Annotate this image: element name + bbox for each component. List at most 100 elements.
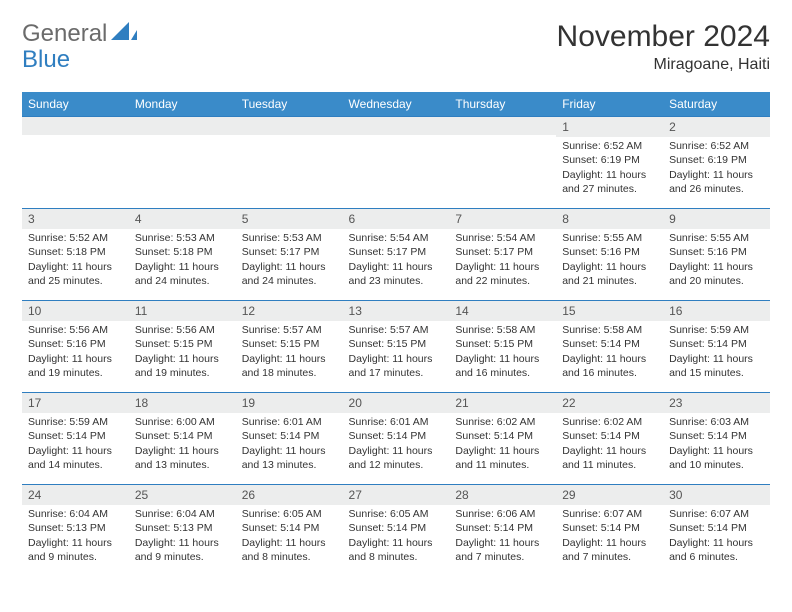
daylight-text: Daylight: 11 hours and 9 minutes. xyxy=(28,536,123,564)
daylight-text: Daylight: 11 hours and 16 minutes. xyxy=(455,352,550,380)
day-number xyxy=(22,117,129,135)
day-number: 2 xyxy=(663,117,770,137)
calendar-cell: 11Sunrise: 5:56 AMSunset: 5:15 PMDayligh… xyxy=(129,301,236,393)
daylight-text: Daylight: 11 hours and 19 minutes. xyxy=(28,352,123,380)
calendar-cell: 1Sunrise: 6:52 AMSunset: 6:19 PMDaylight… xyxy=(556,117,663,209)
sunrise-text: Sunrise: 5:55 AM xyxy=(562,231,657,245)
day-details: Sunrise: 6:04 AMSunset: 5:13 PMDaylight:… xyxy=(129,505,236,568)
daylight-text: Daylight: 11 hours and 11 minutes. xyxy=(562,444,657,472)
calendar-cell: 19Sunrise: 6:01 AMSunset: 5:14 PMDayligh… xyxy=(236,393,343,485)
calendar-cell: 23Sunrise: 6:03 AMSunset: 5:14 PMDayligh… xyxy=(663,393,770,485)
sunset-text: Sunset: 6:19 PM xyxy=(562,153,657,167)
sunset-text: Sunset: 5:17 PM xyxy=(455,245,550,259)
sunrise-text: Sunrise: 5:58 AM xyxy=(455,323,550,337)
sunrise-text: Sunrise: 5:53 AM xyxy=(135,231,230,245)
sunset-text: Sunset: 5:16 PM xyxy=(669,245,764,259)
day-header: Wednesday xyxy=(343,92,450,117)
sunset-text: Sunset: 5:17 PM xyxy=(242,245,337,259)
day-details: Sunrise: 5:58 AMSunset: 5:14 PMDaylight:… xyxy=(556,321,663,384)
calendar-cell xyxy=(343,117,450,209)
sunset-text: Sunset: 5:14 PM xyxy=(242,429,337,443)
logo-sail-icon xyxy=(111,22,137,47)
daylight-text: Daylight: 11 hours and 10 minutes. xyxy=(669,444,764,472)
sunrise-text: Sunrise: 5:54 AM xyxy=(349,231,444,245)
calendar-cell: 25Sunrise: 6:04 AMSunset: 5:13 PMDayligh… xyxy=(129,485,236,577)
sunrise-text: Sunrise: 5:52 AM xyxy=(28,231,123,245)
day-number: 8 xyxy=(556,209,663,229)
day-details: Sunrise: 6:02 AMSunset: 5:14 PMDaylight:… xyxy=(556,413,663,476)
sunset-text: Sunset: 5:15 PM xyxy=(455,337,550,351)
calendar-cell: 2Sunrise: 6:52 AMSunset: 6:19 PMDaylight… xyxy=(663,117,770,209)
calendar-row: 24Sunrise: 6:04 AMSunset: 5:13 PMDayligh… xyxy=(22,485,770,577)
calendar-cell: 10Sunrise: 5:56 AMSunset: 5:16 PMDayligh… xyxy=(22,301,129,393)
sunset-text: Sunset: 5:15 PM xyxy=(349,337,444,351)
day-details: Sunrise: 6:03 AMSunset: 5:14 PMDaylight:… xyxy=(663,413,770,476)
sunrise-text: Sunrise: 6:02 AM xyxy=(455,415,550,429)
daylight-text: Daylight: 11 hours and 21 minutes. xyxy=(562,260,657,288)
day-number xyxy=(129,117,236,135)
calendar-cell: 26Sunrise: 6:05 AMSunset: 5:14 PMDayligh… xyxy=(236,485,343,577)
day-details: Sunrise: 6:01 AMSunset: 5:14 PMDaylight:… xyxy=(343,413,450,476)
calendar-cell: 22Sunrise: 6:02 AMSunset: 5:14 PMDayligh… xyxy=(556,393,663,485)
sunrise-text: Sunrise: 6:07 AM xyxy=(669,507,764,521)
sunrise-text: Sunrise: 5:57 AM xyxy=(349,323,444,337)
day-number: 21 xyxy=(449,393,556,413)
calendar-cell: 6Sunrise: 5:54 AMSunset: 5:17 PMDaylight… xyxy=(343,209,450,301)
page-title: November 2024 xyxy=(557,20,770,54)
sunset-text: Sunset: 5:14 PM xyxy=(562,521,657,535)
sunset-text: Sunset: 5:14 PM xyxy=(455,429,550,443)
day-number: 25 xyxy=(129,485,236,505)
calendar-cell xyxy=(449,117,556,209)
calendar-cell xyxy=(22,117,129,209)
daylight-text: Daylight: 11 hours and 24 minutes. xyxy=(135,260,230,288)
sunrise-text: Sunrise: 5:53 AM xyxy=(242,231,337,245)
day-details: Sunrise: 5:52 AMSunset: 5:18 PMDaylight:… xyxy=(22,229,129,292)
calendar-cell: 7Sunrise: 5:54 AMSunset: 5:17 PMDaylight… xyxy=(449,209,556,301)
sunset-text: Sunset: 5:14 PM xyxy=(669,429,764,443)
sunrise-text: Sunrise: 5:59 AM xyxy=(669,323,764,337)
sunrise-text: Sunrise: 5:55 AM xyxy=(669,231,764,245)
sunrise-text: Sunrise: 6:04 AM xyxy=(28,507,123,521)
day-number: 1 xyxy=(556,117,663,137)
day-details: Sunrise: 6:05 AMSunset: 5:14 PMDaylight:… xyxy=(343,505,450,568)
logo-text-general: General xyxy=(22,20,107,48)
calendar-cell xyxy=(129,117,236,209)
sunrise-text: Sunrise: 6:52 AM xyxy=(562,139,657,153)
sunrise-text: Sunrise: 6:07 AM xyxy=(562,507,657,521)
day-details: Sunrise: 5:56 AMSunset: 5:16 PMDaylight:… xyxy=(22,321,129,384)
sunset-text: Sunset: 5:13 PM xyxy=(28,521,123,535)
calendar-row: 1Sunrise: 6:52 AMSunset: 6:19 PMDaylight… xyxy=(22,117,770,209)
day-number: 9 xyxy=(663,209,770,229)
day-number: 16 xyxy=(663,301,770,321)
sunset-text: Sunset: 5:15 PM xyxy=(242,337,337,351)
day-number: 17 xyxy=(22,393,129,413)
calendar-cell xyxy=(236,117,343,209)
calendar-cell: 20Sunrise: 6:01 AMSunset: 5:14 PMDayligh… xyxy=(343,393,450,485)
sunset-text: Sunset: 5:16 PM xyxy=(562,245,657,259)
sunrise-text: Sunrise: 6:06 AM xyxy=(455,507,550,521)
day-number: 13 xyxy=(343,301,450,321)
daylight-text: Daylight: 11 hours and 19 minutes. xyxy=(135,352,230,380)
daylight-text: Daylight: 11 hours and 8 minutes. xyxy=(242,536,337,564)
calendar-cell: 9Sunrise: 5:55 AMSunset: 5:16 PMDaylight… xyxy=(663,209,770,301)
day-details: Sunrise: 6:52 AMSunset: 6:19 PMDaylight:… xyxy=(556,137,663,200)
day-details: Sunrise: 6:06 AMSunset: 5:14 PMDaylight:… xyxy=(449,505,556,568)
title-block: November 2024 Miragoane, Haiti xyxy=(557,20,770,74)
sunrise-text: Sunrise: 5:54 AM xyxy=(455,231,550,245)
day-details: Sunrise: 5:55 AMSunset: 5:16 PMDaylight:… xyxy=(663,229,770,292)
calendar-row: 3Sunrise: 5:52 AMSunset: 5:18 PMDaylight… xyxy=(22,209,770,301)
sunrise-text: Sunrise: 6:01 AM xyxy=(349,415,444,429)
sunrise-text: Sunrise: 5:58 AM xyxy=(562,323,657,337)
sunset-text: Sunset: 5:14 PM xyxy=(562,337,657,351)
calendar-row: 10Sunrise: 5:56 AMSunset: 5:16 PMDayligh… xyxy=(22,301,770,393)
calendar-cell: 16Sunrise: 5:59 AMSunset: 5:14 PMDayligh… xyxy=(663,301,770,393)
daylight-text: Daylight: 11 hours and 24 minutes. xyxy=(242,260,337,288)
day-number: 7 xyxy=(449,209,556,229)
daylight-text: Daylight: 11 hours and 22 minutes. xyxy=(455,260,550,288)
day-details: Sunrise: 5:58 AMSunset: 5:15 PMDaylight:… xyxy=(449,321,556,384)
day-number: 20 xyxy=(343,393,450,413)
day-number xyxy=(236,117,343,135)
day-details: Sunrise: 5:59 AMSunset: 5:14 PMDaylight:… xyxy=(663,321,770,384)
daylight-text: Daylight: 11 hours and 11 minutes. xyxy=(455,444,550,472)
day-details: Sunrise: 5:54 AMSunset: 5:17 PMDaylight:… xyxy=(449,229,556,292)
